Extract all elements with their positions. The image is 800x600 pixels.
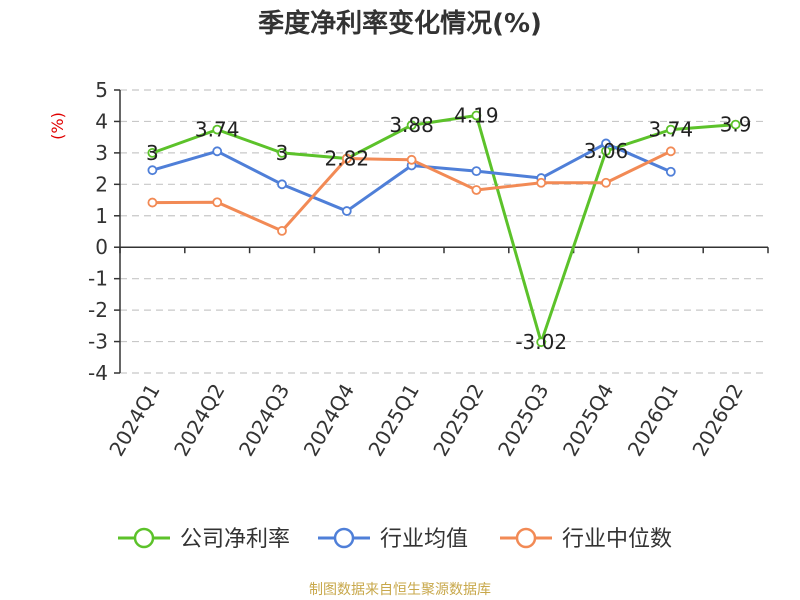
data-label: 4.19 xyxy=(454,103,499,127)
legend-label: 行业中位数 xyxy=(562,527,672,552)
y-axis-unit-label: (%) xyxy=(48,112,67,140)
data-label: 3 xyxy=(146,141,159,165)
legend-marker xyxy=(515,527,537,549)
y-tick-label: 2 xyxy=(95,172,108,196)
data-label: 2.82 xyxy=(325,147,370,171)
y-tick-label: 0 xyxy=(95,235,108,259)
legend: 公司净利率 行业均值 行业中位数 xyxy=(118,527,672,552)
data-label: 3.74 xyxy=(649,118,694,142)
legend-label: 公司净利率 xyxy=(180,527,290,552)
data-point xyxy=(536,177,547,188)
chart-title: 季度净利率变化情况(%) xyxy=(258,8,542,39)
data-label: 3.88 xyxy=(389,113,434,137)
data-point xyxy=(212,146,223,157)
legend-marker xyxy=(133,527,155,549)
data-point xyxy=(277,147,287,158)
y-tick-label: 1 xyxy=(95,204,108,228)
x-tick-label: 2024Q4 xyxy=(299,380,359,461)
data-point xyxy=(471,185,482,195)
x-tick-label: 2026Q2 xyxy=(687,380,747,461)
data-point xyxy=(601,177,611,188)
series-lines xyxy=(147,110,741,348)
data-label: 3.9 xyxy=(720,113,752,137)
data-point xyxy=(601,138,611,149)
data-point xyxy=(665,124,676,135)
y-tick-label: -1 xyxy=(88,267,108,291)
data-point xyxy=(406,120,417,131)
data-point xyxy=(406,154,417,165)
data-point xyxy=(212,197,223,208)
data-label: -3.02 xyxy=(515,330,567,354)
data-point xyxy=(341,153,352,164)
data-point xyxy=(471,166,482,177)
x-tick-label: 2025Q1 xyxy=(363,380,423,461)
x-tick-label: 2025Q4 xyxy=(558,380,618,461)
data-point xyxy=(147,197,158,208)
y-tick-label: -4 xyxy=(88,361,108,385)
x-tick-label: 2026Q1 xyxy=(623,380,683,461)
data-point xyxy=(665,166,676,177)
data-point xyxy=(212,124,223,135)
y-tick-label: -2 xyxy=(88,298,108,322)
x-tick-label: 2024Q2 xyxy=(169,380,229,461)
data-point xyxy=(277,225,287,236)
y-tick-label: 5 xyxy=(95,78,108,102)
x-tick-label: 2025Q3 xyxy=(493,380,553,461)
data-point xyxy=(147,165,158,176)
data-point xyxy=(277,179,287,190)
data-point xyxy=(536,337,547,348)
series-line xyxy=(151,113,736,344)
data-label: 3 xyxy=(276,141,289,165)
legend-label: 行业均值 xyxy=(380,527,468,552)
y-tick-label: 3 xyxy=(95,141,108,165)
x-tick-label: 2024Q3 xyxy=(234,380,294,461)
data-point xyxy=(147,147,158,158)
data-labels: 3 3.74 3 2.82 3.88 4.19 -3.02 3.06 3.74 3.9 xyxy=(146,103,751,354)
data-point xyxy=(471,110,482,121)
data-label: 3.74 xyxy=(195,118,240,142)
y-tick-label: -3 xyxy=(88,330,108,354)
source-note: 制图数据来自恒生聚源数据库 xyxy=(309,582,491,598)
legend-marker xyxy=(333,527,355,549)
data-point xyxy=(730,119,741,130)
x-tick-label: 2025Q2 xyxy=(428,380,488,461)
x-tick-label: 2024Q1 xyxy=(104,380,164,461)
data-point xyxy=(665,146,676,157)
data-label: 3.06 xyxy=(584,139,629,163)
data-point xyxy=(341,206,352,216)
y-tick-label: 4 xyxy=(95,109,108,133)
